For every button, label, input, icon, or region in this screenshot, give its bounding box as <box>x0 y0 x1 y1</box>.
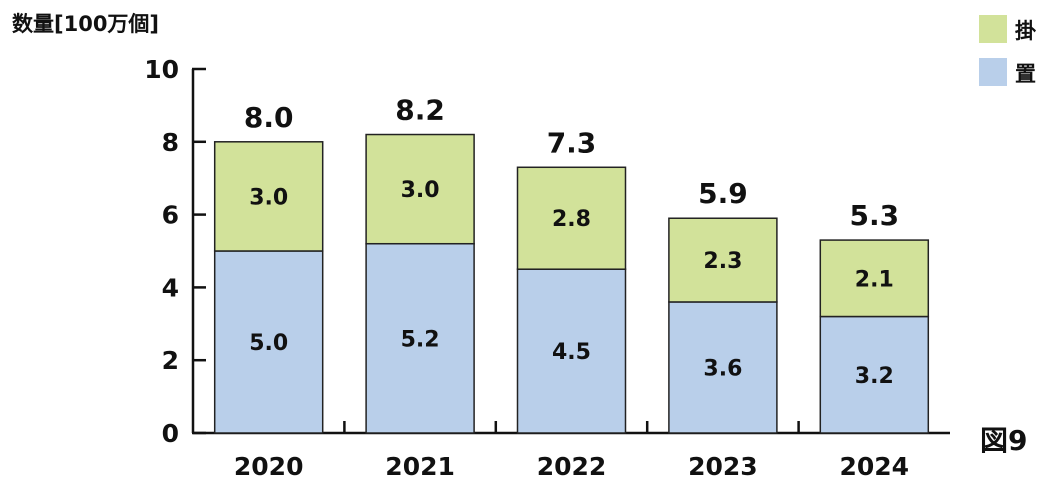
data-label: 2.1 <box>855 267 894 292</box>
bar-segment <box>819 315 930 434</box>
bar-segment <box>213 141 324 252</box>
bars: 5.0 3.0 8.0 5.2 3.0 8.2 4.5 2.8 7.3 3.6 2.3 5.9 3.2 2… <box>213 94 930 434</box>
y-axis-label: 数量[100万個] <box>12 12 159 36</box>
bar-segment <box>819 239 930 318</box>
legend: 掛置 <box>979 15 1036 86</box>
legend-swatch <box>979 15 1007 43</box>
x-tick-label: 2020 <box>234 452 304 481</box>
data-label: 3.0 <box>249 185 288 210</box>
total-label: 8.2 <box>395 94 445 127</box>
bar-segment <box>516 268 627 434</box>
data-label: 5.0 <box>249 331 288 356</box>
y-tick-label: 2 <box>162 346 179 375</box>
x-tick-label: 2024 <box>840 452 910 481</box>
data-label: 4.5 <box>552 340 591 365</box>
total-label: 8.0 <box>244 101 294 134</box>
y-tick-label: 4 <box>162 273 179 302</box>
data-label: 2.3 <box>703 249 742 274</box>
data-label: 3.2 <box>855 364 894 389</box>
y-tick-label: 6 <box>162 201 179 230</box>
x-tick-label: 2023 <box>688 452 758 481</box>
y-tick-label: 10 <box>144 55 179 84</box>
bar-segment <box>668 301 778 434</box>
total-label: 5.9 <box>698 177 748 210</box>
y-axis: 0 2 4 6 8 10 <box>144 55 206 448</box>
data-label: 2.8 <box>552 207 591 232</box>
y-tick-label: 0 <box>162 419 179 448</box>
legend-label: 置 <box>1015 62 1036 86</box>
legend-swatch <box>979 58 1007 86</box>
data-label: 3.0 <box>401 178 440 203</box>
total-label: 7.3 <box>547 126 597 159</box>
data-label: 3.6 <box>703 356 742 381</box>
x-tick-label: 2021 <box>385 452 455 481</box>
x-tick-label: 2022 <box>537 452 607 481</box>
legend-label: 掛 <box>1015 19 1036 43</box>
bar-segment <box>516 166 627 270</box>
bar-segment <box>213 250 324 434</box>
figure-label: 図9 <box>980 424 1027 457</box>
x-axis: 2020 2021 2022 2023 2024 <box>193 421 950 481</box>
y-tick-label: 8 <box>162 128 179 157</box>
bar-segment <box>365 242 475 434</box>
bar-segment <box>365 133 475 245</box>
data-label: 5.2 <box>401 327 440 352</box>
total-label: 5.3 <box>849 199 899 232</box>
bar-segment <box>668 217 778 303</box>
